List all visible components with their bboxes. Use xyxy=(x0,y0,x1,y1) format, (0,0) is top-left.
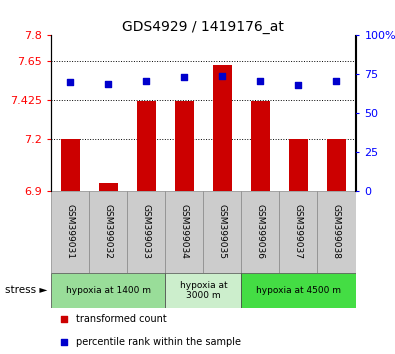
Bar xyxy=(213,65,232,191)
Bar xyxy=(251,101,270,191)
Point xyxy=(143,78,150,84)
Bar xyxy=(203,191,241,273)
Text: hypoxia at
3000 m: hypoxia at 3000 m xyxy=(180,281,227,300)
Text: percentile rank within the sample: percentile rank within the sample xyxy=(76,337,241,348)
Bar xyxy=(289,139,308,191)
Point xyxy=(295,82,302,88)
Text: transformed count: transformed count xyxy=(76,314,166,325)
Point xyxy=(181,75,188,80)
Text: GSM399031: GSM399031 xyxy=(66,204,75,259)
Point xyxy=(257,78,263,84)
Bar xyxy=(51,273,166,308)
Bar xyxy=(327,139,346,191)
Bar xyxy=(89,191,127,273)
Bar xyxy=(61,139,80,191)
Point xyxy=(60,340,67,346)
Bar xyxy=(241,191,279,273)
Bar xyxy=(279,191,318,273)
Text: GSM399037: GSM399037 xyxy=(294,204,303,259)
Point xyxy=(333,78,340,84)
Bar xyxy=(127,191,166,273)
Text: hypoxia at 4500 m: hypoxia at 4500 m xyxy=(256,286,341,295)
Bar xyxy=(51,191,89,273)
Text: GSM399035: GSM399035 xyxy=(218,204,227,259)
Text: GSM399032: GSM399032 xyxy=(104,204,113,259)
Bar xyxy=(99,183,118,191)
Point xyxy=(67,79,73,85)
Text: GSM399034: GSM399034 xyxy=(180,204,189,259)
Text: stress ►: stress ► xyxy=(5,285,47,295)
Text: GSM399033: GSM399033 xyxy=(142,204,151,259)
Bar xyxy=(166,191,203,273)
Point xyxy=(219,73,226,79)
Bar xyxy=(166,273,241,308)
Bar xyxy=(241,273,356,308)
Text: GSM399038: GSM399038 xyxy=(332,204,341,259)
Point xyxy=(105,81,111,86)
Bar xyxy=(175,101,194,191)
Text: GSM399036: GSM399036 xyxy=(256,204,265,259)
Text: hypoxia at 1400 m: hypoxia at 1400 m xyxy=(66,286,151,295)
Point xyxy=(60,316,67,322)
Bar xyxy=(318,191,356,273)
Bar xyxy=(137,101,156,191)
Title: GDS4929 / 1419176_at: GDS4929 / 1419176_at xyxy=(122,21,284,34)
